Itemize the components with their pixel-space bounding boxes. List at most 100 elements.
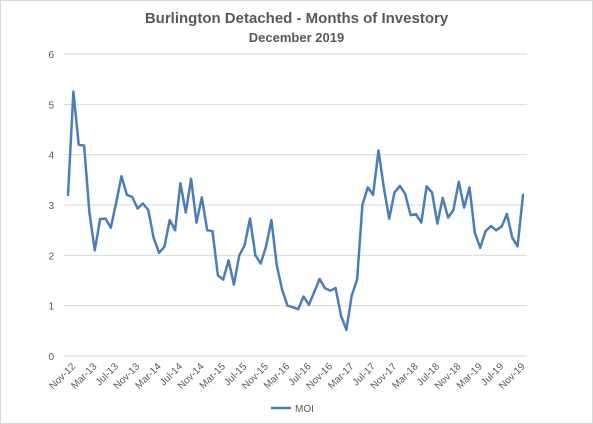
data-point xyxy=(393,191,396,194)
data-point xyxy=(216,274,220,277)
data-point xyxy=(409,213,412,217)
data-point xyxy=(120,175,123,178)
data-point xyxy=(286,304,289,307)
data-point xyxy=(425,185,428,188)
data-point xyxy=(147,208,150,212)
legend-label-moi: MOI xyxy=(295,404,314,415)
data-point xyxy=(302,295,305,298)
data-point xyxy=(329,289,332,292)
data-point xyxy=(468,186,471,189)
data-point xyxy=(307,303,311,306)
data-point xyxy=(355,278,359,281)
data-point xyxy=(484,230,487,233)
data-point xyxy=(489,224,493,228)
data-point xyxy=(141,202,145,205)
y-tick-label: 4 xyxy=(48,151,54,162)
data-point xyxy=(500,225,503,228)
data-point xyxy=(131,195,134,199)
y-tick-label: 3 xyxy=(48,201,54,212)
data-point xyxy=(382,186,385,189)
data-point xyxy=(93,249,97,252)
data-point xyxy=(441,196,444,200)
y-axis-ticks: 0 1 2 3 4 5 6 xyxy=(48,50,54,363)
gridlines xyxy=(64,53,527,357)
data-point xyxy=(152,236,155,239)
data-point xyxy=(163,245,166,248)
series-line-moi xyxy=(66,90,525,332)
data-point xyxy=(361,203,364,207)
data-point xyxy=(227,259,230,262)
data-point xyxy=(446,216,450,219)
data-point xyxy=(388,217,391,220)
data-point xyxy=(248,217,252,220)
data-point xyxy=(511,236,514,239)
data-point xyxy=(377,149,380,152)
data-point xyxy=(157,251,161,254)
data-point xyxy=(88,211,91,214)
data-point xyxy=(291,306,294,309)
data-point xyxy=(259,262,262,265)
data-point xyxy=(243,244,246,247)
data-point xyxy=(318,277,321,281)
y-tick-label: 1 xyxy=(48,302,54,313)
x-axis-ticks: Nov-12Mar-13Jul-13Nov-13Mar-14Jul-14Nov-… xyxy=(47,361,528,392)
data-point xyxy=(200,196,203,199)
data-point xyxy=(232,283,236,286)
data-point xyxy=(420,221,423,224)
series-layer xyxy=(66,90,525,332)
data-point xyxy=(254,254,257,257)
data-point xyxy=(366,186,369,189)
data-point xyxy=(109,226,113,229)
data-point xyxy=(323,286,327,290)
data-point xyxy=(339,314,343,317)
y-tick-label: 0 xyxy=(48,352,54,363)
data-point xyxy=(125,193,129,197)
data-point xyxy=(98,217,102,221)
data-point xyxy=(136,207,139,210)
y-tick-label: 2 xyxy=(48,251,54,262)
data-point xyxy=(457,180,460,183)
data-point xyxy=(77,143,80,146)
y-tick-label: 6 xyxy=(48,50,54,61)
data-point xyxy=(436,222,439,225)
y-tick-label: 5 xyxy=(48,100,54,111)
data-point xyxy=(313,290,316,294)
data-point xyxy=(334,286,337,290)
legend: MOI xyxy=(271,404,314,415)
data-point xyxy=(270,218,273,222)
data-point xyxy=(206,229,209,232)
data-point xyxy=(350,294,353,297)
data-point xyxy=(66,193,70,197)
data-point xyxy=(72,90,75,94)
data-point xyxy=(189,177,193,180)
data-point xyxy=(82,144,86,147)
data-point xyxy=(495,229,498,232)
data-point xyxy=(168,218,171,222)
data-point xyxy=(297,308,300,311)
data-point xyxy=(115,201,118,204)
data-point xyxy=(371,193,375,197)
data-point xyxy=(264,245,268,248)
data-point xyxy=(430,191,434,194)
data-point xyxy=(179,182,182,185)
data-point xyxy=(173,229,177,232)
data-point xyxy=(414,212,418,216)
data-point xyxy=(238,254,241,257)
data-point xyxy=(280,288,284,291)
data-point xyxy=(452,208,455,212)
data-point xyxy=(473,231,476,234)
chart-subtitle: December 2019 xyxy=(248,30,345,45)
chart-title: Burlington Detached - Months of Investor… xyxy=(144,10,449,27)
data-point xyxy=(345,328,348,331)
data-point xyxy=(275,264,278,267)
data-point xyxy=(404,192,407,196)
data-point xyxy=(184,211,187,214)
data-point xyxy=(104,217,107,220)
data-point xyxy=(516,245,519,248)
data-point xyxy=(195,221,198,224)
data-point xyxy=(398,184,402,188)
data-point xyxy=(462,206,466,209)
data-point xyxy=(505,212,509,216)
